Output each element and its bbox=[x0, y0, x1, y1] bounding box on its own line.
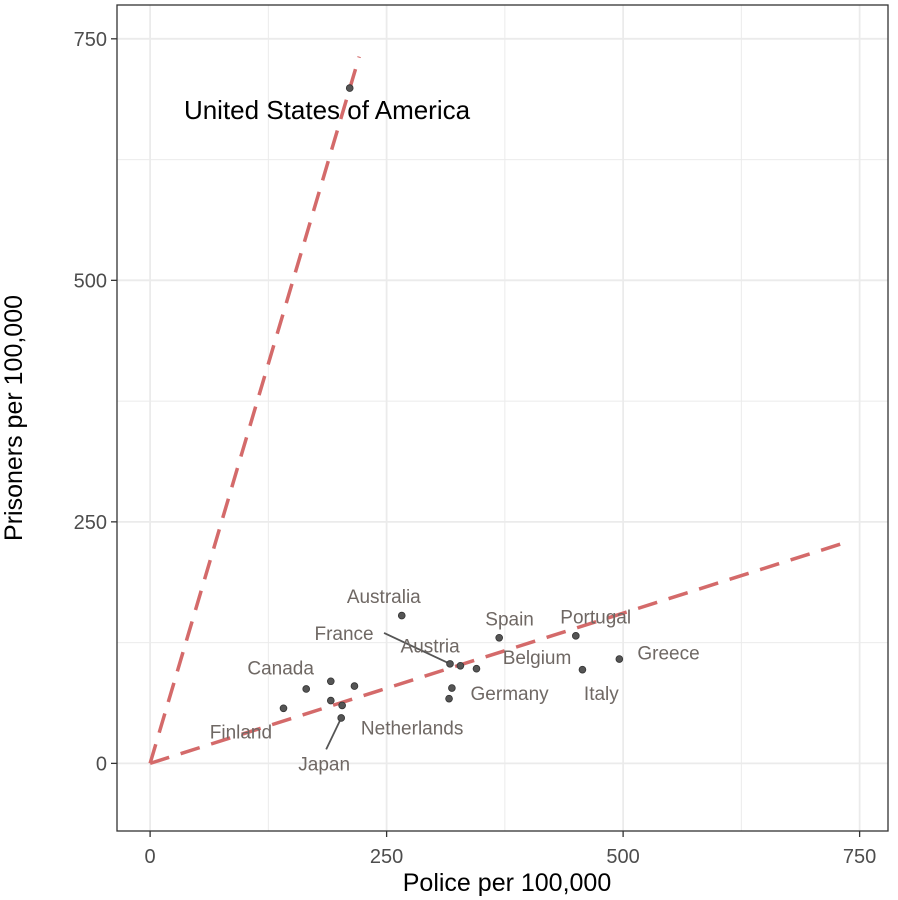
y-tick-label: 0 bbox=[96, 753, 107, 775]
data-point bbox=[279, 704, 288, 713]
point-label: Canada bbox=[247, 659, 314, 680]
data-point bbox=[338, 701, 346, 710]
point-label: Germany bbox=[471, 684, 550, 705]
reference-line-dashed bbox=[149, 539, 851, 766]
reference-lines bbox=[148, 56, 851, 766]
data-point bbox=[345, 84, 354, 92]
x-tick-label: 0 bbox=[145, 846, 156, 868]
data-point bbox=[472, 664, 481, 673]
data-point bbox=[326, 677, 335, 686]
data-point bbox=[350, 682, 359, 690]
point-label: Finland bbox=[210, 722, 272, 743]
label-leader-line bbox=[383, 632, 451, 665]
label-leader-lines bbox=[325, 632, 451, 750]
data-point bbox=[456, 661, 465, 670]
point-label: Portugal bbox=[560, 608, 631, 629]
data-points bbox=[279, 84, 624, 722]
axes: 0 250 500 750 0 250 500 750 bbox=[74, 29, 877, 868]
x-tick-label: 250 bbox=[370, 846, 403, 868]
x-tick-label: 750 bbox=[843, 846, 876, 868]
y-axis-title: Prisoners per 100,000 bbox=[0, 295, 28, 541]
y-tick-label: 250 bbox=[74, 512, 107, 534]
data-point bbox=[397, 611, 406, 620]
point-label: Belgium bbox=[503, 648, 572, 669]
y-tick-label: 500 bbox=[74, 270, 107, 292]
data-point bbox=[446, 660, 454, 668]
plot-panel-border bbox=[116, 4, 889, 832]
data-point bbox=[495, 633, 503, 642]
data-point bbox=[445, 694, 453, 703]
point-label: Italy bbox=[584, 684, 619, 705]
data-point bbox=[615, 655, 624, 663]
reference-line-dashed bbox=[148, 56, 361, 764]
x-tick-label: 500 bbox=[606, 846, 639, 868]
x-axis-title: Police per 100,000 bbox=[403, 869, 611, 897]
point-label: Japan bbox=[298, 754, 350, 775]
data-point bbox=[578, 665, 587, 674]
point-labels: United States of America Australia Spain Po… bbox=[184, 95, 700, 775]
point-label: Spain bbox=[485, 609, 534, 630]
data-point bbox=[326, 696, 335, 705]
point-label: Austria bbox=[401, 637, 461, 658]
data-point bbox=[337, 714, 346, 722]
data-point bbox=[302, 685, 311, 693]
grid bbox=[117, 5, 888, 831]
data-point bbox=[448, 684, 456, 692]
point-label: France bbox=[314, 624, 373, 645]
label-leader-line bbox=[325, 717, 343, 750]
data-point bbox=[572, 632, 580, 640]
point-label: Australia bbox=[347, 587, 421, 608]
point-label: Netherlands bbox=[361, 719, 463, 740]
point-label: Greece bbox=[637, 643, 699, 664]
point-label: United States of America bbox=[184, 95, 471, 125]
y-tick-label: 750 bbox=[74, 29, 107, 51]
